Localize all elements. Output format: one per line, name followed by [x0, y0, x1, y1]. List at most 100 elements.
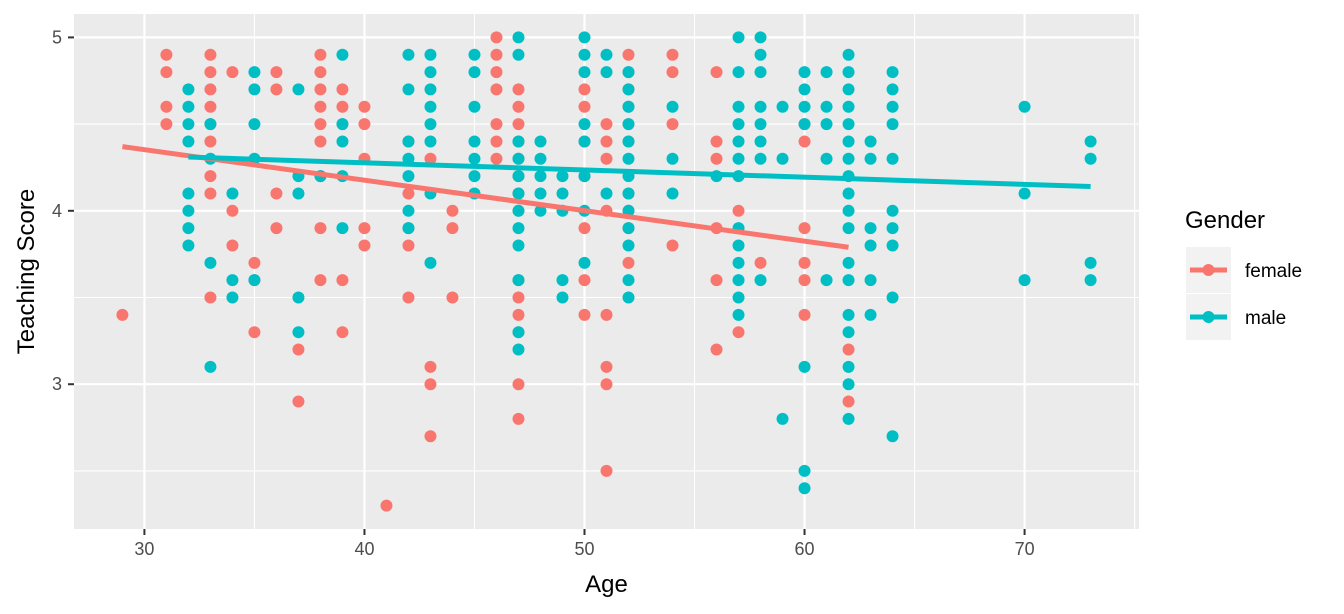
point-male — [798, 360, 811, 373]
point-male — [424, 100, 437, 113]
point-male — [820, 100, 833, 113]
point-male — [820, 118, 833, 131]
point-male — [182, 135, 195, 148]
point-male — [886, 239, 899, 252]
point-male — [336, 48, 349, 61]
point-male — [732, 100, 745, 113]
point-male — [732, 291, 745, 304]
point-female — [842, 343, 855, 356]
point-female — [358, 100, 371, 113]
point-male — [556, 274, 569, 287]
point-male — [622, 66, 635, 79]
point-male — [468, 152, 481, 165]
point-male — [556, 187, 569, 200]
point-male — [622, 239, 635, 252]
point-male — [798, 83, 811, 96]
point-female — [600, 464, 613, 477]
point-male — [248, 83, 261, 96]
point-male — [842, 100, 855, 113]
point-female — [160, 66, 173, 79]
point-female — [490, 135, 503, 148]
point-female — [622, 256, 635, 269]
point-male — [248, 274, 261, 287]
point-female — [512, 118, 525, 131]
point-male — [622, 187, 635, 200]
point-male — [886, 204, 899, 217]
point-male — [226, 274, 239, 287]
point-male — [512, 239, 525, 252]
point-female — [226, 239, 239, 252]
point-female — [512, 308, 525, 321]
point-female — [600, 378, 613, 391]
point-male — [402, 222, 415, 235]
point-male — [578, 48, 591, 61]
point-female — [160, 118, 173, 131]
point-male — [402, 83, 415, 96]
tick-labels: 30 40 50 60 70 3 4 5 — [52, 27, 1035, 559]
point-female — [160, 100, 173, 113]
point-male — [402, 135, 415, 148]
point-female — [512, 412, 525, 425]
point-male — [666, 100, 679, 113]
point-male — [842, 152, 855, 165]
point-female — [336, 100, 349, 113]
point-male — [534, 204, 547, 217]
point-female — [578, 100, 591, 113]
point-male — [842, 222, 855, 235]
point-male — [512, 204, 525, 217]
point-male — [512, 187, 525, 200]
point-male — [842, 326, 855, 339]
point-male — [622, 291, 635, 304]
point-male — [798, 66, 811, 79]
point-male — [754, 152, 767, 165]
point-male — [798, 464, 811, 477]
point-female — [204, 187, 217, 200]
point-male — [732, 135, 745, 148]
point-female — [248, 326, 261, 339]
point-male — [468, 66, 481, 79]
point-male — [556, 291, 569, 304]
point-male — [534, 135, 547, 148]
point-male — [182, 222, 195, 235]
point-female — [270, 83, 283, 96]
point-female — [314, 100, 327, 113]
legend-point-male — [1202, 311, 1215, 323]
point-male — [820, 66, 833, 79]
point-male — [842, 48, 855, 61]
point-male — [622, 152, 635, 165]
point-female — [424, 152, 437, 165]
point-female — [270, 222, 283, 235]
y-tick-label: 4 — [52, 201, 62, 221]
point-male — [182, 239, 195, 252]
point-female — [446, 204, 459, 217]
point-male — [1084, 274, 1097, 287]
point-male — [622, 83, 635, 96]
x-tick-label: 70 — [1015, 539, 1035, 559]
point-male — [402, 48, 415, 61]
point-male — [864, 222, 877, 235]
point-male — [842, 274, 855, 287]
point-male — [886, 222, 899, 235]
y-tick-label: 5 — [52, 27, 62, 47]
point-male — [776, 100, 789, 113]
point-male — [842, 378, 855, 391]
point-female — [204, 291, 217, 304]
point-female — [600, 135, 613, 148]
point-male — [182, 100, 195, 113]
point-male — [842, 66, 855, 79]
point-male — [1084, 135, 1097, 148]
point-female — [314, 83, 327, 96]
point-female — [666, 239, 679, 252]
point-male — [776, 412, 789, 425]
point-male — [886, 83, 899, 96]
point-female — [578, 308, 591, 321]
point-male — [622, 274, 635, 287]
point-male — [182, 187, 195, 200]
point-male — [886, 118, 899, 131]
point-male — [424, 135, 437, 148]
point-male — [666, 187, 679, 200]
point-female — [204, 100, 217, 113]
point-male — [468, 100, 481, 113]
point-male — [402, 170, 415, 183]
point-male — [754, 118, 767, 131]
